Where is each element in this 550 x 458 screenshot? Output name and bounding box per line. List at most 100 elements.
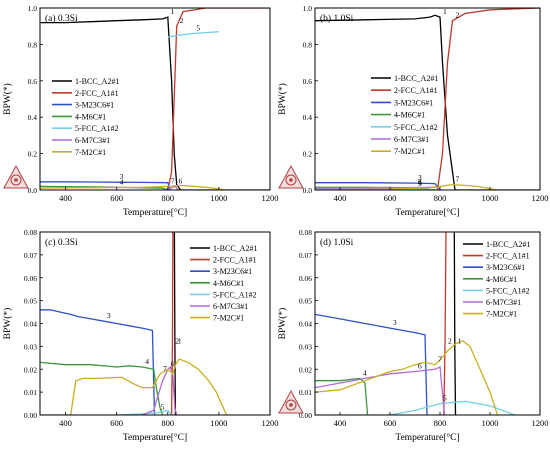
series-line-7 xyxy=(40,184,227,190)
x-tick-label: 1200 xyxy=(262,418,279,428)
legend-entry: 5-FCC_A1#2 xyxy=(213,290,257,299)
legend-entry: 2-FCC_A1#1 xyxy=(213,256,257,265)
legend-entry: 3-M23C6#1 xyxy=(213,267,252,276)
x-tick-label: 1000 xyxy=(482,193,499,203)
panel-label: (d) 1.0Si xyxy=(320,237,354,248)
series-line-7 xyxy=(40,358,228,415)
legend-entry: 3-M23C6#1 xyxy=(75,101,114,110)
series-line-7 xyxy=(315,183,498,190)
thermocalc-logo-icon xyxy=(278,389,304,414)
x-tick-label: 1200 xyxy=(532,193,549,203)
y-tick-label: 0.06 xyxy=(24,274,37,283)
curve-number-label: 2 xyxy=(175,336,179,345)
series-line-6 xyxy=(162,185,179,190)
x-axis-label: Temperature[°C] xyxy=(395,432,459,443)
y-tick-label: 0.2 xyxy=(303,150,313,159)
curve-number-label: 2 xyxy=(448,336,452,345)
x-tick-label: 800 xyxy=(434,418,447,428)
series-line-2 xyxy=(443,232,447,415)
curve-number-label: 5 xyxy=(443,394,447,403)
x-axis-label: Temperature[°C] xyxy=(395,207,459,218)
curve-number-label: 4 xyxy=(363,368,367,377)
y-tick-label: 0.07 xyxy=(299,251,312,260)
y-tick-label: 0.01 xyxy=(24,388,37,397)
legend-entry: 2-FCC_A1#1 xyxy=(394,86,438,95)
legend-entry: 5-FCC_A1#2 xyxy=(486,286,530,295)
series-line-5 xyxy=(167,31,219,38)
legend-entry: 6-M7C3#1 xyxy=(394,135,429,144)
panel-label: (c) 0.3Si xyxy=(45,237,78,248)
curve-number-label: 1 xyxy=(171,7,175,16)
series-line-3 xyxy=(315,313,428,415)
curve-number-label: 7 xyxy=(456,175,460,184)
series-line-3 xyxy=(315,182,441,190)
curve-number-label: 1 xyxy=(178,336,182,345)
y-tick-label: 0.04 xyxy=(299,320,312,329)
legend-entry: 1-BCC_A2#1 xyxy=(486,240,530,249)
y-tick-label: 0.6 xyxy=(28,77,38,86)
legend-entry: 5-FCC_A1#2 xyxy=(394,123,438,132)
y-tick-label: 0.08 xyxy=(24,228,37,237)
y-tick-label: 0.03 xyxy=(299,342,312,351)
x-tick-label: 1200 xyxy=(532,418,549,428)
y-axis-label: BPW(*) xyxy=(2,83,13,115)
legend-entry: 4-M6C#1 xyxy=(75,112,106,121)
y-axis-label: BPW(*) xyxy=(277,308,288,340)
curve-number-label: 6 xyxy=(418,362,422,371)
legend-entry: 4-M6C#1 xyxy=(486,275,517,284)
curve-number-label: 4 xyxy=(418,178,422,187)
curve-number-label: 2 xyxy=(180,16,184,25)
x-tick-label: 400 xyxy=(59,193,72,203)
curve-number-label: 7 xyxy=(171,176,175,185)
curve-number-label: 1 xyxy=(443,7,447,16)
curve-number-label: 3 xyxy=(393,318,397,327)
y-tick-label: 0.05 xyxy=(24,297,37,306)
curve-number-label: 6 xyxy=(178,176,182,185)
chart-panel-3: 400 600 800 1000 1200 0.00 0.01 0.02 0.03 0.04 0.0… xyxy=(2,228,279,443)
series-line-2 xyxy=(167,8,270,190)
y-tick-label: 0.8 xyxy=(28,40,38,49)
y-tick-label: 0.02 xyxy=(24,365,37,374)
y-axis-label: BPW(*) xyxy=(2,308,13,340)
y-axis-label: BPW(*) xyxy=(277,83,288,115)
series-line-3 xyxy=(40,181,171,190)
series-line-1 xyxy=(315,14,540,190)
y-tick-label: 0.01 xyxy=(299,388,312,397)
legend-entry: 4-M6C#1 xyxy=(213,279,244,288)
y-tick-label: 0.4 xyxy=(28,113,38,122)
y-tick-label: 0.8 xyxy=(303,40,313,49)
curve-number-label: 3 xyxy=(107,311,111,320)
curve-number-label: 7 xyxy=(438,355,442,364)
series-line-5 xyxy=(40,409,173,415)
y-tick-label: 0.4 xyxy=(303,113,313,122)
thermocalc-logo-icon xyxy=(3,164,29,189)
x-tick-label: 400 xyxy=(334,193,347,203)
legend-entry: 7-M2C#1 xyxy=(486,310,517,319)
x-tick-label: 600 xyxy=(384,418,397,428)
legend-entry: 2-FCC_A1#1 xyxy=(486,252,530,261)
curve-number-label: 3 xyxy=(120,172,124,181)
x-tick-label: 800 xyxy=(434,193,447,203)
x-tick-label: 600 xyxy=(110,418,123,428)
chart-panel-1: 400 600 800 1000 1200 0.0 0.2 0.4 0.6 0.8 1.0 Tempe… xyxy=(2,4,279,218)
x-tick-label: 1200 xyxy=(262,193,279,203)
x-tick-label: 600 xyxy=(110,193,123,203)
legend-entry: 6-M7C3#1 xyxy=(75,136,110,145)
y-tick-label: 1.0 xyxy=(303,4,313,13)
series-line-2 xyxy=(436,8,540,190)
x-tick-label: 1000 xyxy=(210,193,227,203)
y-tick-label: 0.00 xyxy=(299,411,312,420)
legend-entry: 5-FCC_A1#2 xyxy=(75,124,119,133)
x-tick-label: 600 xyxy=(384,193,397,203)
legend-entry: 1-BCC_A2#1 xyxy=(75,77,119,86)
series-line-5 xyxy=(315,400,516,415)
x-axis-label: Temperature[°C] xyxy=(123,207,187,218)
curve-number-label: 5 xyxy=(196,23,200,32)
legend-entry: 7-M2C#1 xyxy=(394,147,425,156)
series-line-4 xyxy=(315,377,369,415)
y-tick-label: 0.02 xyxy=(299,365,312,374)
plot-frame xyxy=(314,7,541,191)
curve-number-label: 5 xyxy=(418,179,422,188)
curve-number-label: 6 xyxy=(171,359,175,368)
